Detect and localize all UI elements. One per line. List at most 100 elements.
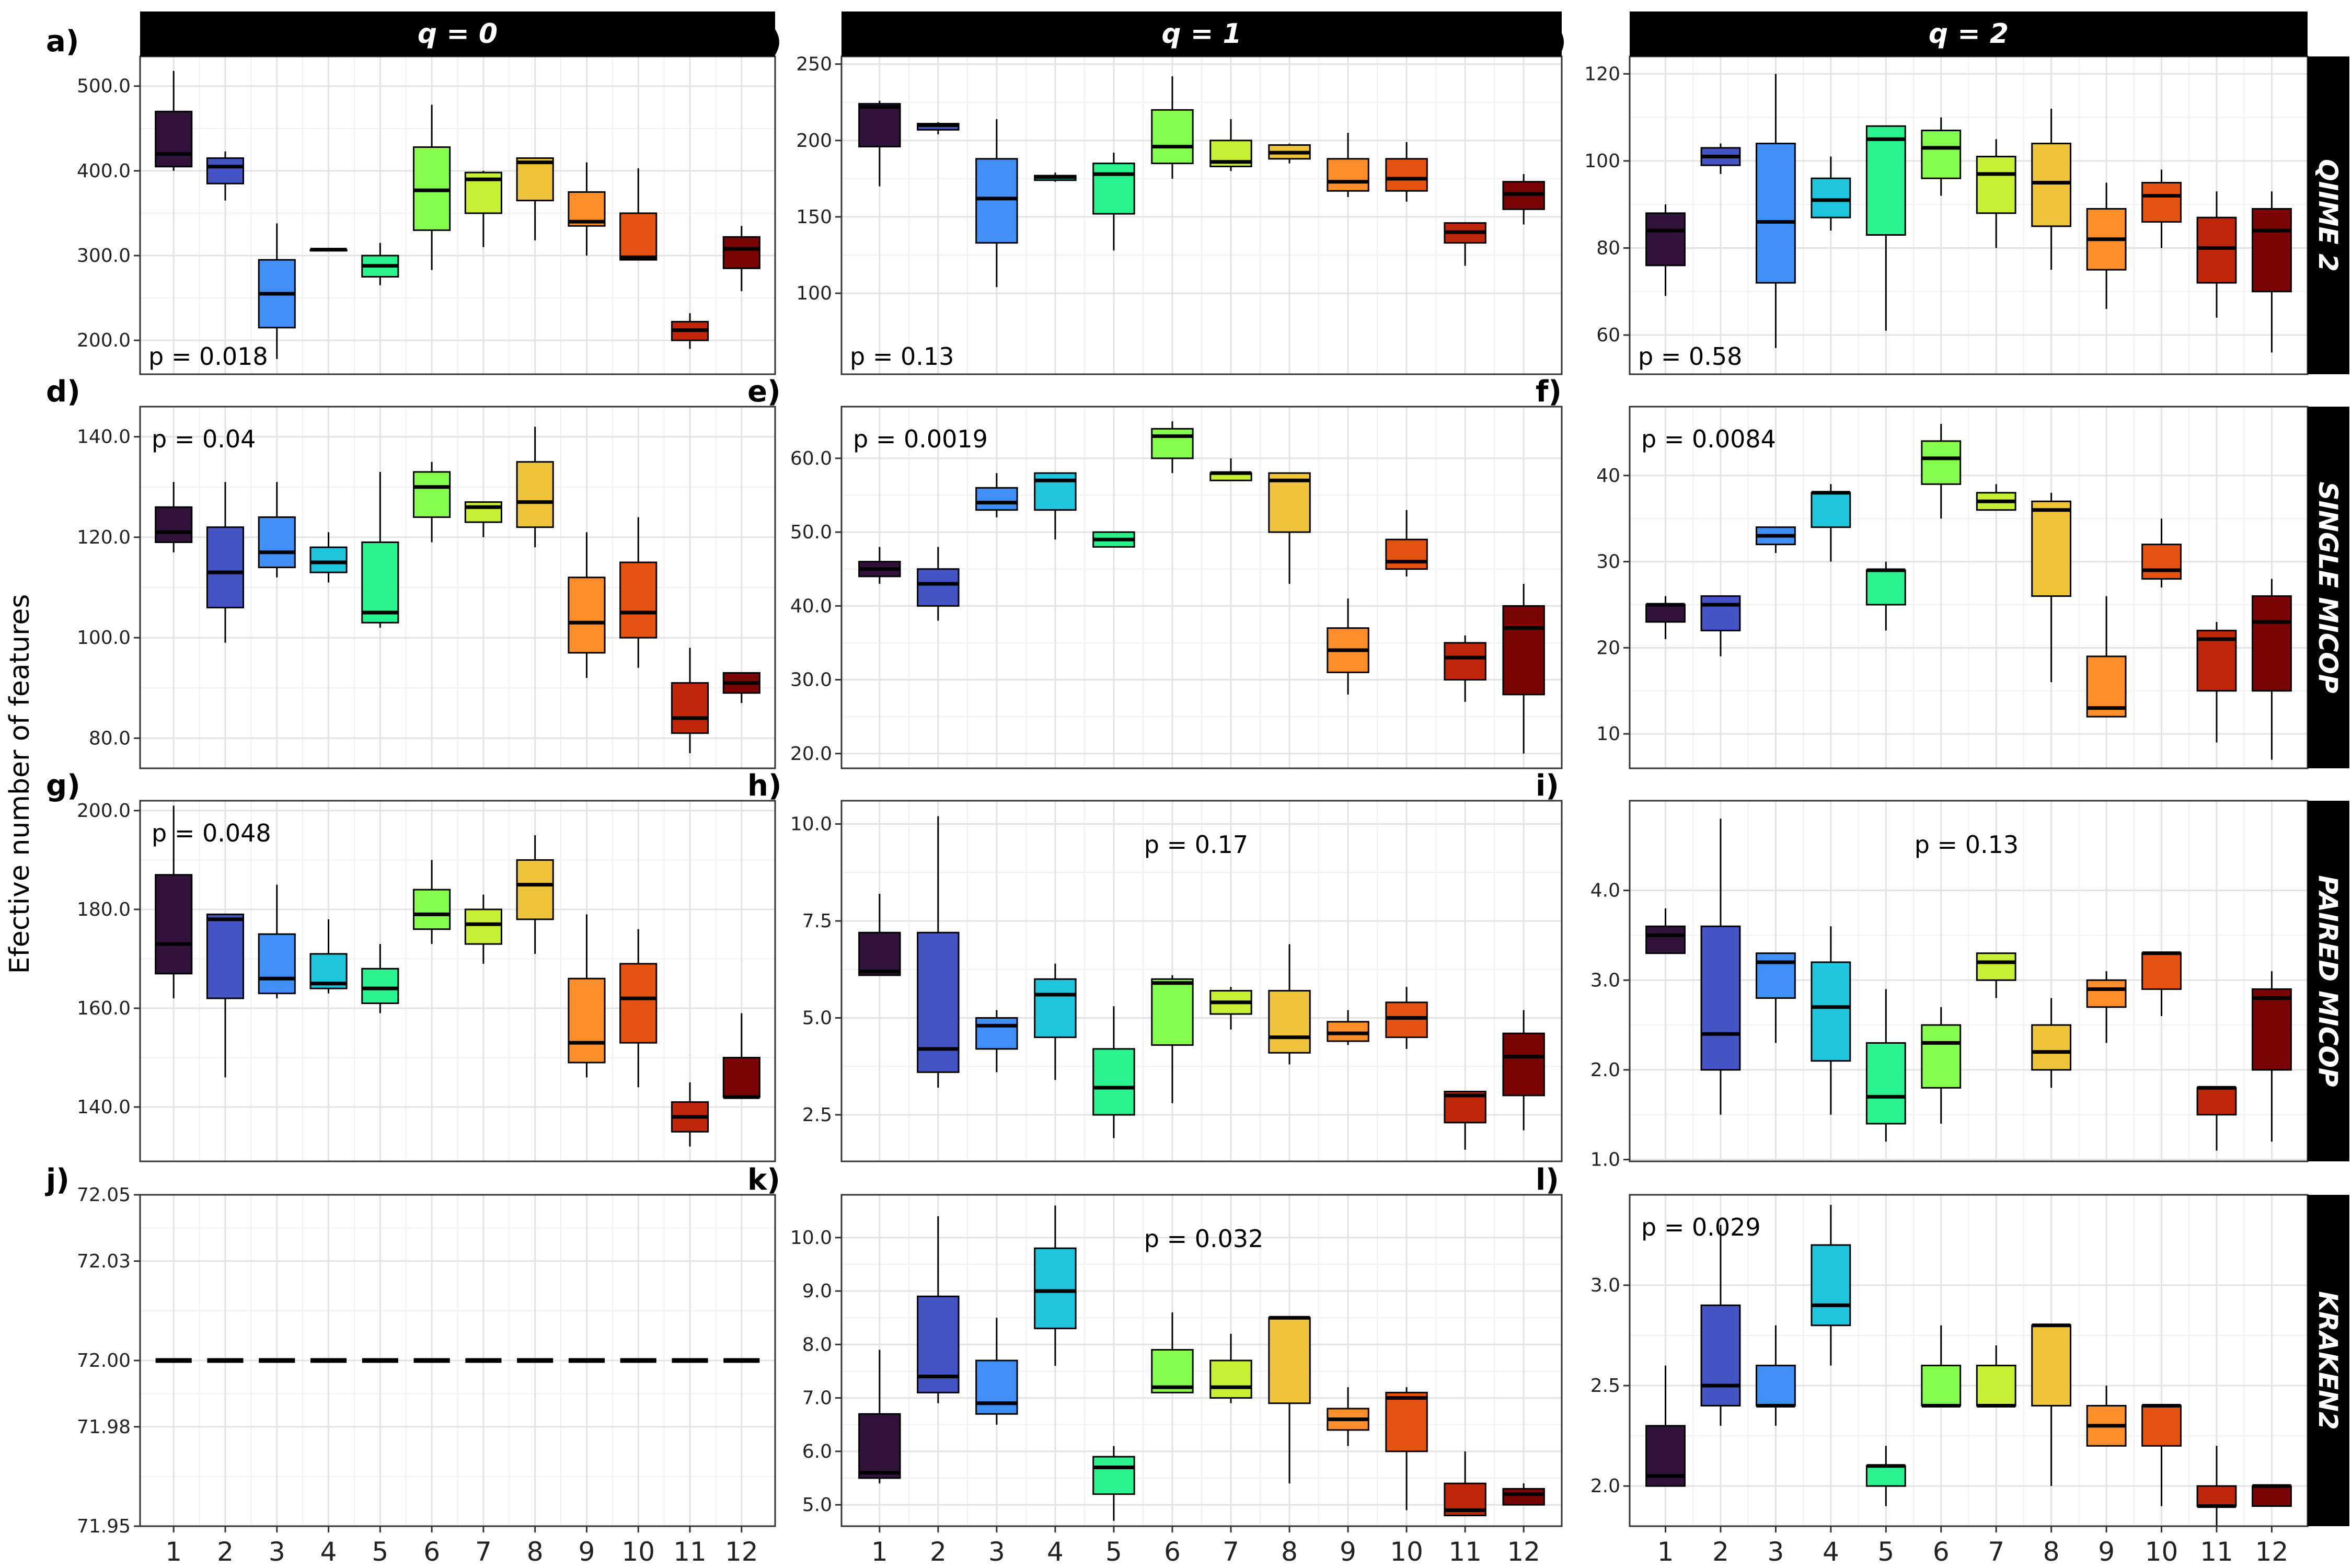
box-body xyxy=(1092,163,1135,215)
box-6 xyxy=(1921,1007,1962,1124)
panel-letter: a) xyxy=(46,25,79,59)
box-2 xyxy=(206,913,245,1078)
y-tick-label: 20.0 xyxy=(790,743,832,765)
panel-letter: l) xyxy=(1536,1163,1559,1197)
box-body xyxy=(155,874,193,975)
box-1 xyxy=(858,100,901,187)
box-5 xyxy=(1865,989,1906,1142)
box-body xyxy=(2196,216,2237,284)
box-body xyxy=(1700,1304,1741,1406)
panel-e-border xyxy=(840,406,1563,769)
y-tick-label: 4.0 xyxy=(1590,880,1620,902)
y-tick-label: 250 xyxy=(796,54,832,75)
x-tick-label: 3 xyxy=(269,1537,285,1567)
box-3 xyxy=(975,1318,1018,1425)
box-8 xyxy=(1268,944,1311,1065)
box-12 xyxy=(1502,1483,1545,1506)
box-body xyxy=(1811,492,1851,528)
y-tick-label: 140.0 xyxy=(77,1097,131,1118)
box-8 xyxy=(2031,998,2072,1088)
y-axis-title: Efective number of features xyxy=(4,594,36,974)
y-tick-label: 7.5 xyxy=(802,910,832,932)
box-3 xyxy=(1756,1325,1796,1426)
y-tick-label: 100 xyxy=(796,283,832,304)
box-11 xyxy=(2196,1086,2237,1151)
box-8 xyxy=(2031,108,2072,270)
box-body xyxy=(1645,212,1686,267)
box-5 xyxy=(361,471,399,628)
p-value-label: p = 0.0084 xyxy=(1641,425,1776,453)
box-10 xyxy=(2141,951,2182,1016)
y-tick-label: 120 xyxy=(1584,63,1620,85)
x-tick-label: 5 xyxy=(372,1537,388,1567)
panel-letter: h) xyxy=(747,769,781,803)
box-8 xyxy=(1268,1316,1311,1484)
box-5 xyxy=(1865,561,1906,631)
column-strip xyxy=(841,11,1562,56)
box-8 xyxy=(2031,492,2072,683)
x-tick-label: 10 xyxy=(2145,1537,2178,1567)
box-10 xyxy=(2141,1403,2182,1506)
box-body xyxy=(516,461,554,528)
box-body xyxy=(722,1057,760,1098)
box-body xyxy=(858,103,901,147)
box-body xyxy=(1811,177,1851,218)
box-body xyxy=(464,908,502,945)
column-title-q-0: q = 0 xyxy=(418,18,498,50)
box-body xyxy=(206,157,245,185)
box-4 xyxy=(1034,963,1077,1080)
box-body xyxy=(413,471,451,518)
box-body xyxy=(413,889,451,930)
box-body xyxy=(516,859,554,920)
box-5 xyxy=(1865,125,1906,331)
box-12 xyxy=(1502,583,1545,754)
panel-e: 20.0 30.0 40.0 50.0 60.0 p = 0.0019 e) xyxy=(747,375,1563,769)
p-value-label: p = 0.0019 xyxy=(853,425,988,453)
box-10 xyxy=(1385,142,1428,202)
box-body xyxy=(1385,538,1428,570)
box-body xyxy=(1756,1365,1796,1406)
panel-h-border xyxy=(840,800,1563,1162)
box-10 xyxy=(619,168,658,261)
box-body xyxy=(1811,961,1851,1062)
box-2 xyxy=(1700,595,1741,656)
box-12 xyxy=(2252,1484,2292,1507)
box-2 xyxy=(917,547,960,621)
box-4 xyxy=(1811,484,1851,562)
box-body xyxy=(1327,1021,1369,1042)
box-body xyxy=(1092,1456,1135,1495)
x-tick-label: 12 xyxy=(1507,1537,1540,1567)
y-tick-label: 400.0 xyxy=(77,160,131,182)
box-1 xyxy=(858,1350,901,1484)
panel-g-border xyxy=(139,800,776,1162)
panel-d: 80.0 100.0 120.0 140.0 p = 0.04 d) xyxy=(46,375,776,769)
panel-letter: k) xyxy=(747,1163,780,1197)
box-2 xyxy=(1700,143,1741,174)
box-body xyxy=(1700,925,1741,1071)
box-body xyxy=(1385,1391,1428,1452)
box-9 xyxy=(2086,1386,2127,1447)
x-tick-label: 3 xyxy=(1768,1537,1784,1567)
box-4 xyxy=(1811,156,1851,231)
box-12 xyxy=(1502,174,1545,225)
box-8 xyxy=(1268,143,1311,164)
box-6 xyxy=(1921,423,1962,519)
box-body xyxy=(2031,1324,2072,1406)
y-tick-label: 1.0 xyxy=(1590,1149,1620,1171)
box-2 xyxy=(1700,1225,1741,1426)
box-body xyxy=(1502,1032,1545,1097)
box-10 xyxy=(619,517,658,668)
panel-letter: g) xyxy=(46,769,80,803)
box-7 xyxy=(464,894,502,964)
box-5 xyxy=(1092,1006,1135,1138)
box-body xyxy=(1385,158,1428,192)
box-body xyxy=(1756,952,1796,999)
box-body xyxy=(1976,156,2016,214)
y-tick-label: 150 xyxy=(796,206,832,228)
box-7 xyxy=(1209,458,1252,481)
box-1 xyxy=(1645,204,1686,296)
box-body xyxy=(1811,1244,1851,1327)
